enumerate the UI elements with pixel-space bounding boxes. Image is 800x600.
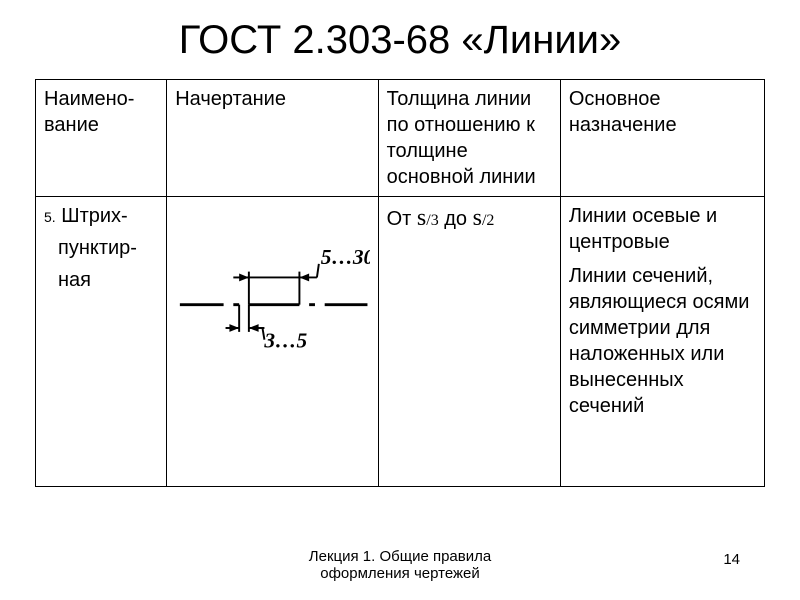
purpose-p2: Линии сечений, являющиеся осями симметри… [569,263,756,419]
table-header-row: Наимено- вание Начертание Толщина линии … [36,80,765,197]
slide: ГОСТ 2.303-68 «Линии» Наимено- вание Нач… [0,0,800,600]
thk-s1: s [417,205,426,231]
col-name: Наимено- вание [36,80,167,197]
page-number: 14 [723,551,740,568]
footer: Лекция 1. Общие правила оформления черте… [0,548,800,582]
name-line3: ная [44,267,158,293]
purpose-p1: Линии осевые и центровые [569,203,756,255]
row-number: 5. [44,209,56,225]
footer-line2: оформления чертежей [0,565,800,582]
cell-purpose: Линии осевые и центровые Линии сечений, … [560,197,764,487]
cell-drawing: 5…30 3…5 [167,197,378,487]
thk-prefix: От [387,208,417,230]
thk-s2: s [473,205,482,231]
dash-dot-line-diagram: 5…30 3…5 [175,233,369,353]
cell-name: 5. Штрих- пунктир- ная [36,197,167,487]
col-purpose: Основное назначение [560,80,764,197]
lines-table: Наимено- вание Начертание Толщина линии … [35,79,765,487]
name-line2: пунктир- [44,235,158,261]
name-line1: Штрих- [61,205,127,227]
thk-mid: до [439,208,473,230]
dim-bottom-label: 3…5 [264,328,308,352]
footer-line1: Лекция 1. Общие правила [0,548,800,565]
col-thickness: Толщина линии по отношению к толщине осн… [378,80,560,197]
dim-top-label: 5…30 [321,245,370,269]
cell-thickness: От s/3 до s/2 [378,197,560,487]
page-title: ГОСТ 2.303-68 «Линии» [35,18,765,63]
col-drawing: Начертание [167,80,378,197]
table-row: 5. Штрих- пунктир- ная [36,197,765,487]
thk-d1: /3 [426,212,438,229]
thk-d2: /2 [482,212,494,229]
